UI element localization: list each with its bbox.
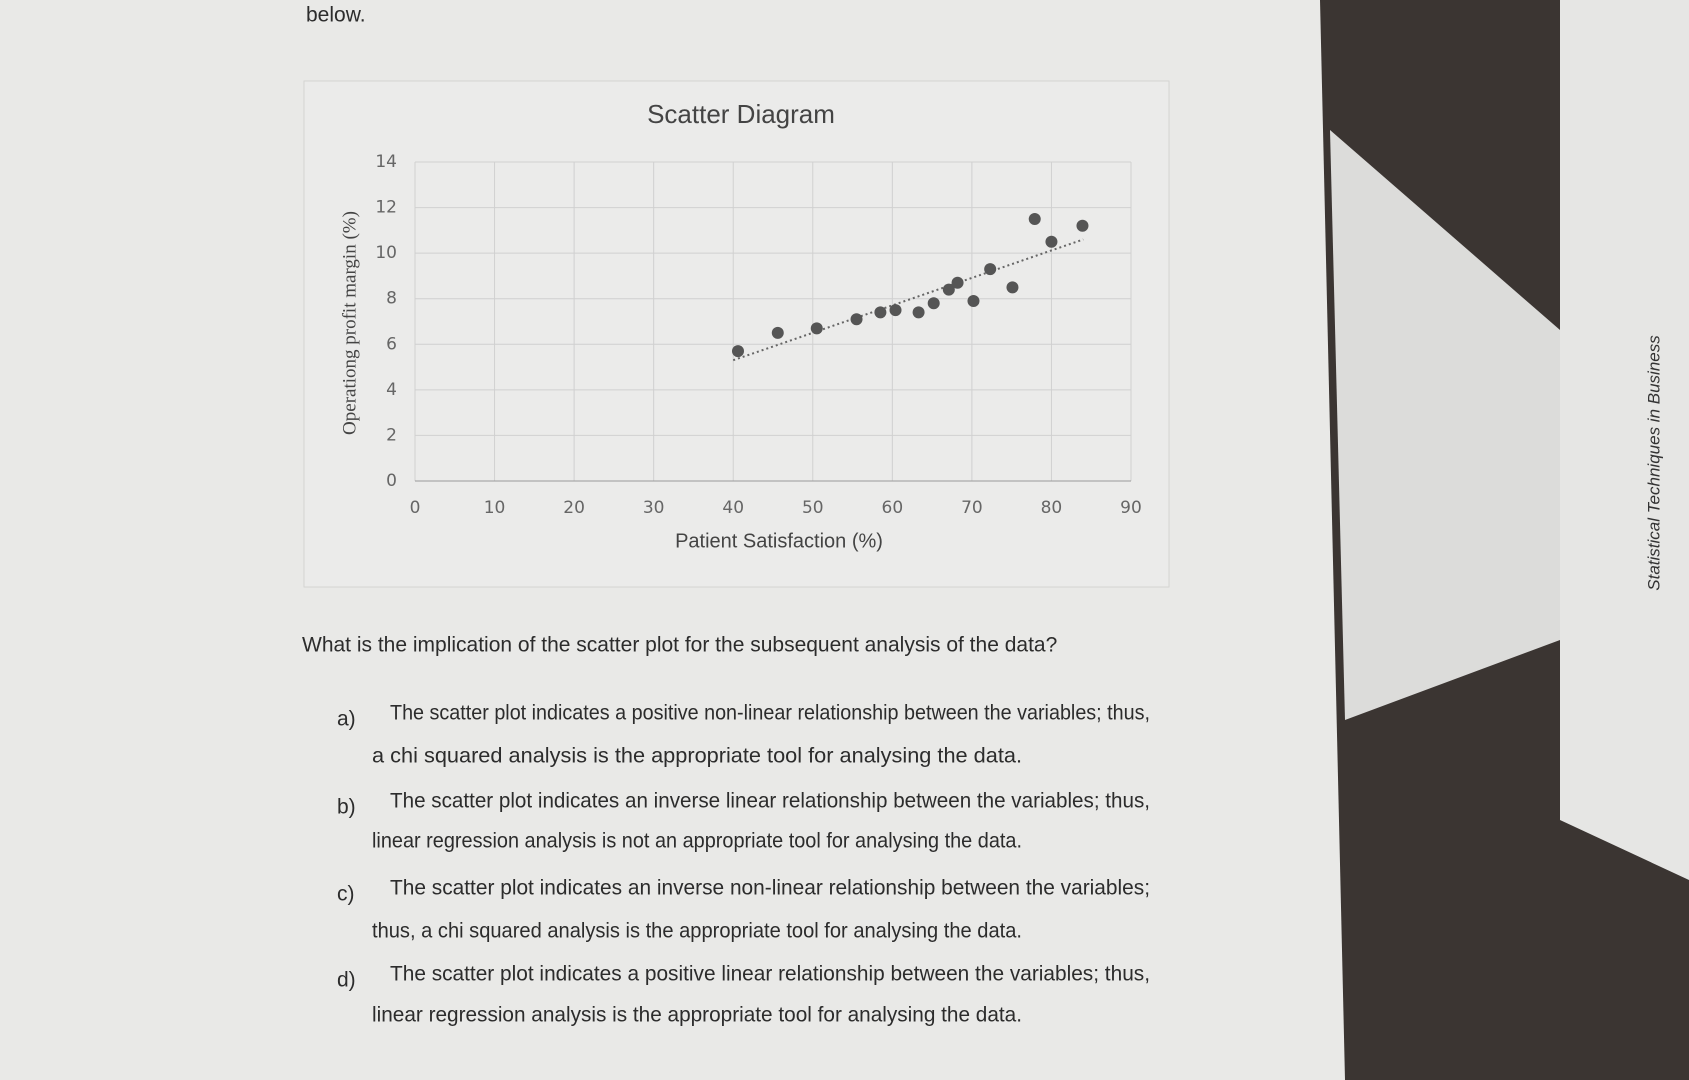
- book-spine-title: Statistical Techniques in Business: [1644, 335, 1663, 591]
- question: What is the implication of the scatter p…: [302, 634, 1057, 657]
- y-tick-label: 0: [386, 471, 397, 491]
- x-tick-label: 0: [410, 498, 421, 518]
- x-tick-label: 90: [1120, 498, 1142, 518]
- point: [1076, 219, 1089, 232]
- x-tick-label: 50: [802, 498, 824, 518]
- y-tick-label: 10: [375, 243, 397, 263]
- point: [850, 313, 863, 326]
- point: [912, 306, 925, 319]
- x-tick-label: 30: [643, 498, 665, 518]
- option-text: linear regression analysis is the approp…: [372, 1004, 1022, 1027]
- y-tick-label: 12: [375, 198, 397, 218]
- intro-text: below.: [306, 4, 366, 27]
- x-tick-label: 40: [722, 498, 744, 518]
- chart-title: Scatter Diagram: [647, 99, 835, 129]
- option-text: The scatter plot indicates a positive li…: [390, 963, 1150, 986]
- x-axis-label: Patient Satisfaction (%): [675, 530, 883, 552]
- point: [942, 283, 955, 296]
- option-text: The scatter plot indicates a positive no…: [390, 702, 1150, 725]
- book: [1560, 0, 1689, 880]
- y-tick-label: 4: [386, 380, 397, 400]
- point: [874, 306, 887, 319]
- point: [1045, 235, 1058, 248]
- option-text: The scatter plot indicates an inverse li…: [390, 790, 1150, 813]
- chart-frame: [303, 80, 1170, 588]
- point: [984, 263, 997, 276]
- binder: [1330, 130, 1560, 720]
- y-tick-label: 6: [386, 334, 397, 354]
- y-tick-label: 2: [386, 425, 397, 445]
- point: [889, 304, 902, 317]
- option-letter: b): [337, 796, 356, 819]
- option-text: linear regression analysis is not an app…: [372, 830, 1022, 853]
- x-tick-label: 80: [1041, 498, 1063, 518]
- y-tick-label: 14: [375, 152, 397, 172]
- x-tick-label: 60: [882, 498, 904, 518]
- x-tick-label: 20: [563, 498, 585, 518]
- point: [1006, 281, 1019, 294]
- option-letter: c): [337, 883, 355, 906]
- x-tick-label: 10: [484, 498, 506, 518]
- point: [951, 276, 964, 289]
- trendline: [732, 238, 1084, 362]
- point: [731, 345, 744, 358]
- option-text: The scatter plot indicates an inverse no…: [390, 877, 1150, 900]
- y-tick-label: 8: [386, 289, 397, 309]
- point: [810, 322, 823, 335]
- option-letter: d): [337, 969, 356, 992]
- x-tick-label: 70: [961, 498, 983, 518]
- option-text: thus, a chi squared analysis is the appr…: [372, 920, 1022, 943]
- point: [771, 326, 784, 339]
- option-text: a chi squared analysis is the appropriat…: [372, 745, 1022, 768]
- point: [1028, 212, 1041, 225]
- y-axis-label: Operationg profit margin (%): [339, 211, 360, 435]
- point: [927, 297, 940, 310]
- point: [967, 294, 980, 307]
- option-letter: a): [337, 708, 356, 731]
